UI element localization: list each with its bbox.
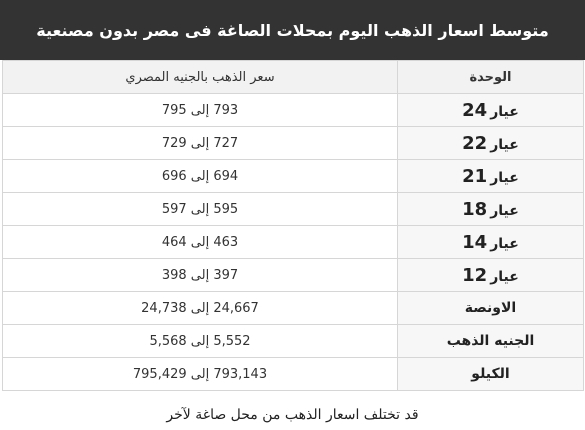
unit-cell: الاونصة xyxy=(397,291,584,325)
table-row-ounce: الاونصة 24,667 إلى 24,738 xyxy=(2,291,584,325)
footnote: قد تختلف اسعار الذهب من محل صاغة لآخر xyxy=(0,400,585,430)
price-cell: 694 إلى 696 xyxy=(2,159,398,193)
karat-number: 21 xyxy=(462,165,488,187)
karat-number: 18 xyxy=(462,198,488,220)
gold-prices-table: الوحدة سعر الذهب بالجنيه المصري عيار24 7… xyxy=(2,60,584,391)
table-row-karat-18: عيار18 595 إلى 597 xyxy=(2,192,584,226)
price-cell: 5,552 إلى 5,568 xyxy=(2,324,398,358)
footnote-text: قد تختلف اسعار الذهب من محل صاغة لآخر xyxy=(166,407,419,423)
price-cell: 463 إلى 464 xyxy=(2,225,398,259)
unit-cell: عيار21 xyxy=(397,159,584,193)
karat-label: عيار xyxy=(490,169,519,186)
price-cell: 397 إلى 398 xyxy=(2,258,398,292)
unit-cell: الجنيه الذهب xyxy=(397,324,584,358)
karat-number: 12 xyxy=(462,264,488,286)
karat-label: عيار xyxy=(490,136,519,153)
price-cell: 793 إلى 795 xyxy=(2,93,398,127)
karat-label: عيار xyxy=(490,103,519,120)
table-title: متوسط اسعار الذهب اليوم بمحلات الصاغة فى… xyxy=(0,0,585,60)
unit-cell: عيار12 xyxy=(397,258,584,292)
unit-cell: عيار14 xyxy=(397,225,584,259)
price-cell: 595 إلى 597 xyxy=(2,192,398,226)
table-row-karat-22: عيار22 727 إلى 729 xyxy=(2,126,584,160)
unit-cell: الكيلو xyxy=(397,357,584,391)
price-cell: 24,667 إلى 24,738 xyxy=(2,291,398,325)
unit-cell: عيار18 xyxy=(397,192,584,226)
karat-label: عيار xyxy=(490,268,519,285)
table-title-text: متوسط اسعار الذهب اليوم بمحلات الصاغة فى… xyxy=(36,20,549,40)
header-price: سعر الذهب بالجنيه المصري xyxy=(2,60,398,94)
unit-cell: عيار24 xyxy=(397,93,584,127)
table-row-karat-14: عيار14 463 إلى 464 xyxy=(2,225,584,259)
price-cell: 793,143 إلى 795,429 xyxy=(2,357,398,391)
header-unit: الوحدة xyxy=(397,60,584,94)
table-row-kilo: الكيلو 793,143 إلى 795,429 xyxy=(2,357,584,391)
karat-number: 22 xyxy=(462,132,488,154)
table-row-gold-pound: الجنيه الذهب 5,552 إلى 5,568 xyxy=(2,324,584,358)
karat-number: 24 xyxy=(462,99,488,121)
price-cell: 727 إلى 729 xyxy=(2,126,398,160)
karat-number: 14 xyxy=(462,231,488,253)
unit-cell: عيار22 xyxy=(397,126,584,160)
karat-label: عيار xyxy=(490,202,519,219)
table-row-karat-21: عيار21 694 إلى 696 xyxy=(2,159,584,193)
table-row-karat-24: عيار24 793 إلى 795 xyxy=(2,93,584,127)
table-header-row: الوحدة سعر الذهب بالجنيه المصري xyxy=(2,60,584,94)
table-row-karat-12: عيار12 397 إلى 398 xyxy=(2,258,584,292)
karat-label: عيار xyxy=(490,235,519,252)
